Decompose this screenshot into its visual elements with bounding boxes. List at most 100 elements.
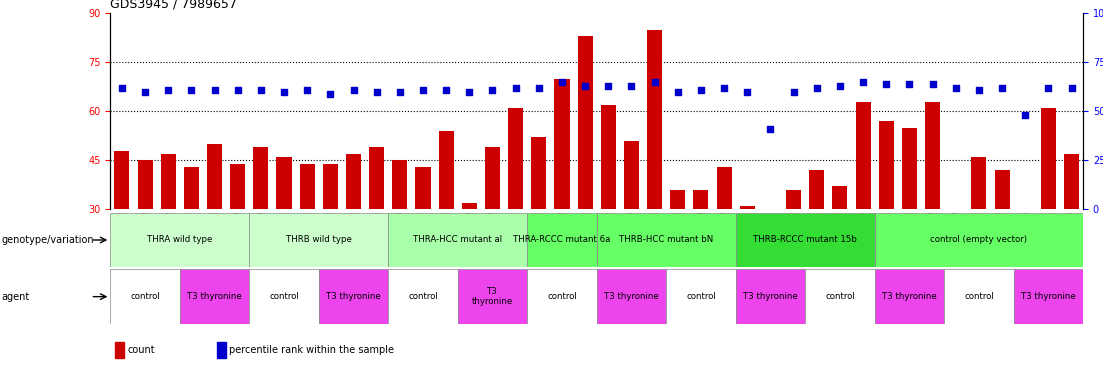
Bar: [115, 342, 124, 358]
Bar: [527, 269, 597, 324]
Bar: [485, 147, 500, 307]
Bar: [439, 131, 453, 307]
Bar: [647, 30, 662, 307]
Text: T3 thyronine: T3 thyronine: [1021, 292, 1075, 301]
Text: THRA-RCCC mutant 6a: THRA-RCCC mutant 6a: [513, 235, 611, 245]
Point: [483, 87, 501, 93]
Text: THRB wild type: THRB wild type: [286, 235, 352, 245]
Point: [344, 87, 362, 93]
Point: [392, 89, 409, 95]
Point: [251, 87, 270, 93]
Point: [761, 126, 779, 132]
Text: T3 thyronine: T3 thyronine: [326, 292, 381, 301]
Bar: [184, 167, 199, 307]
Bar: [879, 121, 893, 307]
Bar: [972, 157, 986, 307]
Bar: [277, 157, 291, 307]
Bar: [925, 101, 940, 307]
Point: [785, 89, 803, 95]
Point: [229, 87, 247, 93]
Bar: [388, 213, 527, 267]
Text: THRA-HCC mutant al: THRA-HCC mutant al: [414, 235, 502, 245]
Point: [807, 85, 825, 91]
Bar: [810, 170, 824, 307]
Bar: [138, 161, 152, 307]
Text: count: count: [127, 345, 154, 355]
Point: [947, 85, 965, 91]
Bar: [833, 187, 847, 307]
Bar: [666, 269, 736, 324]
Text: genotype/variation: genotype/variation: [1, 235, 94, 245]
Point: [855, 79, 872, 85]
Text: control: control: [408, 292, 438, 301]
Bar: [115, 151, 129, 307]
Bar: [217, 342, 226, 358]
Text: agent: agent: [1, 291, 30, 302]
Bar: [601, 105, 615, 307]
Bar: [597, 269, 666, 324]
Point: [600, 83, 618, 89]
Point: [461, 89, 479, 95]
Point: [646, 79, 664, 85]
Point: [715, 85, 732, 91]
Text: control: control: [686, 292, 716, 301]
Text: THRA wild type: THRA wild type: [147, 235, 213, 245]
Bar: [624, 141, 639, 307]
Bar: [875, 269, 944, 324]
Bar: [902, 127, 917, 307]
Bar: [110, 213, 249, 267]
Point: [205, 87, 223, 93]
Point: [1062, 85, 1080, 91]
Point: [322, 91, 340, 97]
Text: control: control: [964, 292, 994, 301]
Bar: [254, 147, 268, 307]
Point: [693, 87, 710, 93]
Bar: [416, 167, 430, 307]
Bar: [740, 206, 754, 307]
Text: THRB-RCCC mutant 15b: THRB-RCCC mutant 15b: [753, 235, 857, 245]
Point: [668, 89, 686, 95]
Bar: [231, 164, 245, 307]
Bar: [1018, 245, 1032, 307]
Text: control: control: [825, 292, 855, 301]
Bar: [370, 147, 384, 307]
Bar: [388, 269, 458, 324]
Point: [276, 89, 293, 95]
Bar: [249, 213, 388, 267]
Text: T3 thyronine: T3 thyronine: [743, 292, 797, 301]
Bar: [207, 144, 222, 307]
Bar: [949, 216, 963, 307]
Bar: [786, 190, 801, 307]
Bar: [763, 301, 778, 307]
Bar: [532, 137, 546, 307]
Point: [531, 85, 548, 91]
Bar: [180, 269, 249, 324]
Point: [437, 87, 454, 93]
Bar: [856, 101, 870, 307]
Bar: [300, 164, 314, 307]
Bar: [694, 190, 708, 307]
Bar: [1014, 269, 1083, 324]
Bar: [717, 167, 731, 307]
Text: T3 thyronine: T3 thyronine: [188, 292, 242, 301]
Point: [739, 89, 757, 95]
Bar: [323, 164, 338, 307]
Bar: [597, 213, 736, 267]
Bar: [671, 190, 685, 307]
Bar: [995, 170, 1009, 307]
Point: [832, 83, 849, 89]
Text: T3 thyronine: T3 thyronine: [882, 292, 936, 301]
Bar: [346, 154, 361, 307]
Point: [159, 87, 176, 93]
Text: control (empty vector): control (empty vector): [931, 235, 1027, 245]
Point: [137, 89, 154, 95]
Text: percentile rank within the sample: percentile rank within the sample: [229, 345, 395, 355]
Point: [368, 89, 386, 95]
Text: GDS3945 / 7989657: GDS3945 / 7989657: [110, 0, 237, 11]
Bar: [736, 213, 875, 267]
Point: [1016, 112, 1034, 118]
Point: [298, 87, 317, 93]
Bar: [110, 269, 180, 324]
Point: [878, 81, 896, 87]
Bar: [527, 213, 597, 267]
